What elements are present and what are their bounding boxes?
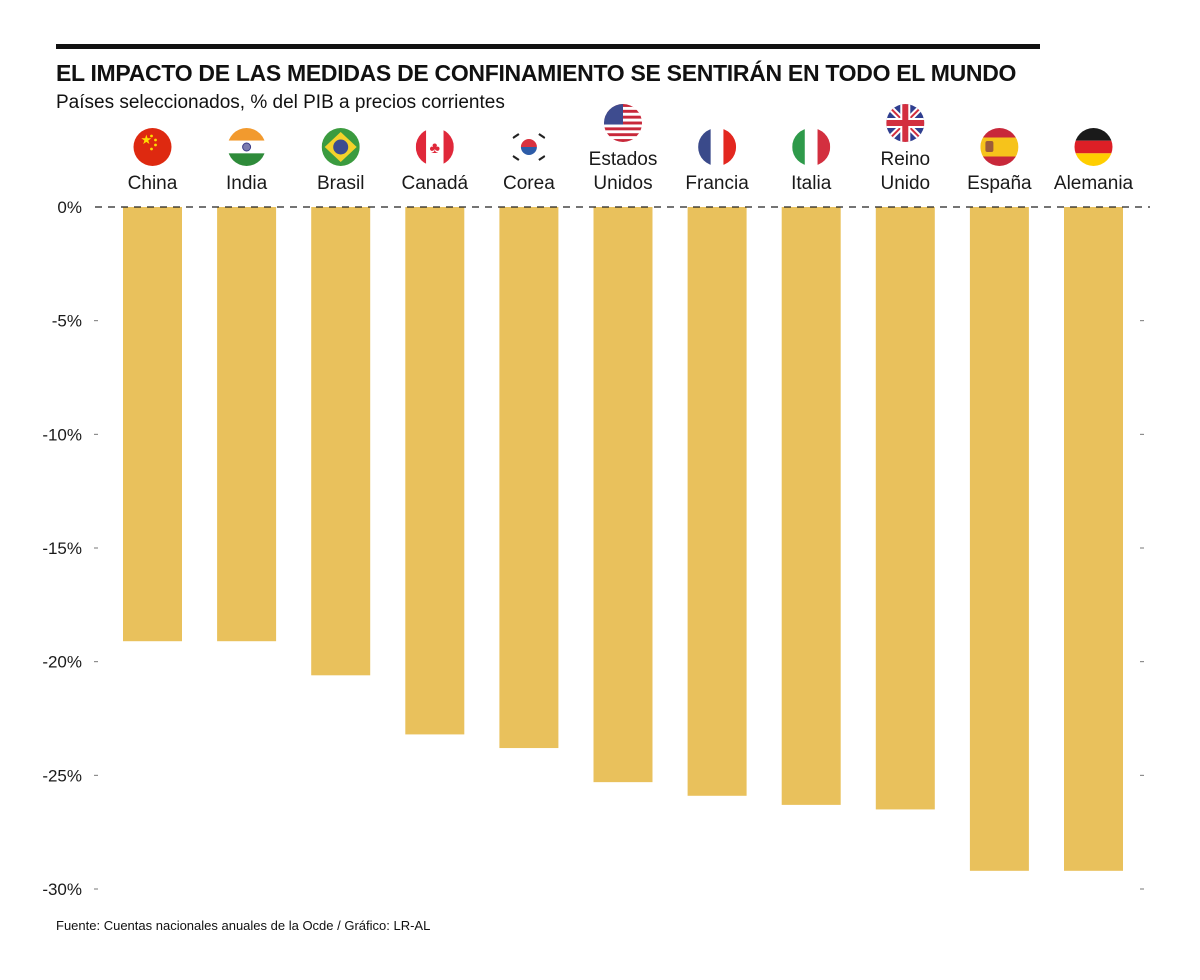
category-label: India [226,173,268,194]
category-label: Brasil [317,173,365,194]
category-label: Corea [503,173,555,194]
korea-flag-icon [509,128,548,166]
category-label: Estados Unidos [589,149,658,194]
chart-subtitle: Países seleccionados, % del PIB a precio… [56,92,505,113]
top-rule [56,44,1040,49]
y-tick-label: -25% [42,766,82,785]
spain-flag-icon [980,128,1019,166]
category-label: Alemania [1054,173,1134,194]
bar-france [687,207,747,796]
germany-flag-icon [1074,128,1113,166]
y-tick-label: -10% [42,425,82,444]
china-flag-icon: ★ [133,128,172,166]
chart-title: EL IMPACTO DE LAS MEDIDAS DE CONFINAMIEN… [56,60,1017,86]
uk-flag-icon [886,104,925,142]
italy-flag-icon [792,128,831,166]
india-flag-icon [227,128,266,166]
category-label: China [128,173,178,194]
category-label: Francia [685,173,749,194]
svg-text:★: ★ [141,132,153,147]
y-tick-label: -5% [52,312,82,331]
category-label: Reino Unido [880,149,930,194]
y-tick-label: -30% [42,880,82,899]
bar-italy [781,207,841,805]
flags-layer: ★♣ [133,104,1113,166]
brazil-flag-icon [321,128,360,166]
y-tick-label: -15% [42,539,82,558]
bars [123,207,1123,871]
usa-flag-icon [604,104,642,142]
bar-germany [1064,207,1123,871]
bar-canada [405,207,465,735]
y-tick-label: -20% [42,653,82,672]
bar-uk [875,207,935,810]
category-label: España [967,173,1032,194]
category-labels: China India Brasil Canadá Corea Estados Unidos… [128,149,1134,194]
canada-flag-icon: ♣ [415,128,454,166]
bar-korea [499,207,559,749]
bar-brazil [311,207,371,676]
bar-spain [969,207,1029,871]
bar-india [217,207,277,642]
y-tick-label: 0% [57,198,82,217]
bar-usa [593,207,653,783]
bar-china [123,207,182,642]
source-note: Fuente: Cuentas nacionales anuales de la… [56,918,431,933]
svg-text:♣: ♣ [430,140,441,157]
france-flag-icon [698,128,737,166]
category-label: Italia [791,173,832,194]
category-label: Canadá [402,173,469,194]
y-axis: 0% -5% -10% -15% -20% -25% -30% [42,198,1150,899]
